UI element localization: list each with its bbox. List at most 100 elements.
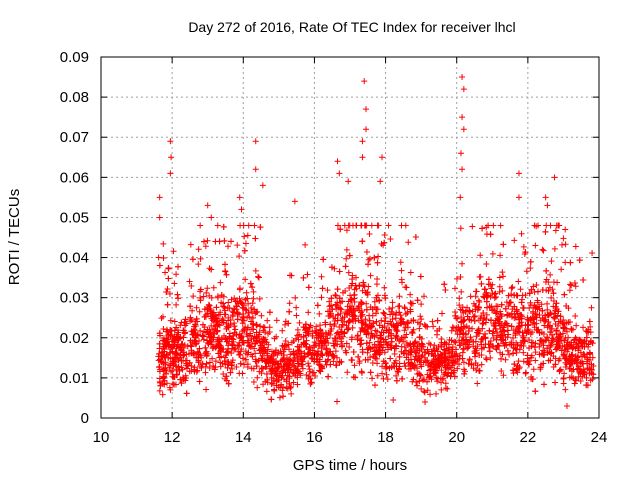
data-point xyxy=(503,342,510,349)
data-point xyxy=(580,324,587,331)
data-point xyxy=(438,379,445,386)
data-point xyxy=(375,253,382,260)
data-point xyxy=(228,238,235,245)
data-point xyxy=(531,321,538,328)
data-point xyxy=(438,335,445,342)
data-point xyxy=(193,304,200,311)
data-point xyxy=(547,310,554,317)
y-tick-label: 0.09 xyxy=(60,49,89,66)
data-point xyxy=(163,337,170,344)
data-point xyxy=(519,292,526,299)
data-point xyxy=(550,314,557,321)
data-point xyxy=(568,326,575,333)
data-point xyxy=(441,281,448,288)
data-point xyxy=(291,198,298,205)
data-point xyxy=(239,355,246,362)
data-point xyxy=(285,341,292,348)
data-point xyxy=(358,307,365,314)
data-point xyxy=(393,309,400,316)
data-point xyxy=(244,351,251,358)
data-point xyxy=(286,356,293,363)
data-point xyxy=(239,316,246,323)
data-point xyxy=(560,375,567,382)
data-point xyxy=(477,252,484,259)
data-point xyxy=(216,343,223,350)
data-point xyxy=(371,382,378,389)
data-point xyxy=(380,309,387,316)
data-point xyxy=(550,336,557,343)
data-point xyxy=(490,222,497,229)
data-point xyxy=(498,367,505,374)
data-point xyxy=(303,344,310,351)
data-point xyxy=(209,312,216,319)
data-point xyxy=(369,375,376,382)
data-point xyxy=(401,360,408,367)
data-point xyxy=(555,318,562,325)
data-point xyxy=(367,335,374,342)
data-point xyxy=(212,238,219,245)
data-point xyxy=(420,343,427,350)
data-point xyxy=(542,316,549,323)
data-point xyxy=(414,382,421,389)
data-point xyxy=(589,340,596,347)
data-point xyxy=(456,331,463,338)
data-point xyxy=(574,356,581,363)
data-point xyxy=(180,349,187,356)
data-point xyxy=(259,338,266,345)
data-point xyxy=(476,304,483,311)
data-point xyxy=(367,272,374,279)
data-point xyxy=(204,339,211,346)
data-point xyxy=(513,346,520,353)
data-point xyxy=(563,302,570,309)
data-point xyxy=(497,222,504,229)
data-point xyxy=(500,337,507,344)
data-point xyxy=(572,377,579,384)
data-point xyxy=(569,357,576,364)
data-point xyxy=(244,339,251,346)
data-point xyxy=(351,286,358,293)
data-point xyxy=(305,309,312,316)
data-point xyxy=(239,370,246,377)
data-point xyxy=(222,268,229,275)
data-point xyxy=(305,363,312,370)
data-point xyxy=(157,356,164,363)
data-point xyxy=(218,299,225,306)
data-point xyxy=(524,359,531,366)
data-point xyxy=(388,338,395,345)
data-point xyxy=(165,265,172,272)
data-point xyxy=(299,365,306,372)
data-point xyxy=(405,239,412,246)
data-point xyxy=(470,300,477,307)
data-point xyxy=(336,295,343,302)
data-point xyxy=(476,298,483,305)
data-point xyxy=(418,340,425,347)
data-point xyxy=(511,292,518,299)
data-point xyxy=(210,334,217,341)
data-point xyxy=(502,356,509,363)
data-point xyxy=(195,261,202,268)
data-point xyxy=(274,365,281,372)
data-point xyxy=(222,375,229,382)
data-point xyxy=(322,346,329,353)
data-point xyxy=(183,390,190,397)
data-point xyxy=(268,396,275,403)
data-point xyxy=(293,304,300,311)
data-point xyxy=(465,360,472,367)
data-point xyxy=(526,357,533,364)
data-point xyxy=(480,309,487,316)
data-point xyxy=(326,313,333,320)
data-point xyxy=(242,240,249,247)
data-point xyxy=(156,364,163,371)
data-point xyxy=(336,170,343,177)
data-point xyxy=(178,357,185,364)
data-point xyxy=(248,304,255,311)
data-point xyxy=(458,288,465,295)
data-point xyxy=(539,286,546,293)
data-point xyxy=(343,255,350,262)
data-point xyxy=(515,358,522,365)
data-point xyxy=(389,299,396,306)
data-point xyxy=(344,311,351,318)
data-point xyxy=(247,280,254,287)
data-point xyxy=(421,388,428,395)
